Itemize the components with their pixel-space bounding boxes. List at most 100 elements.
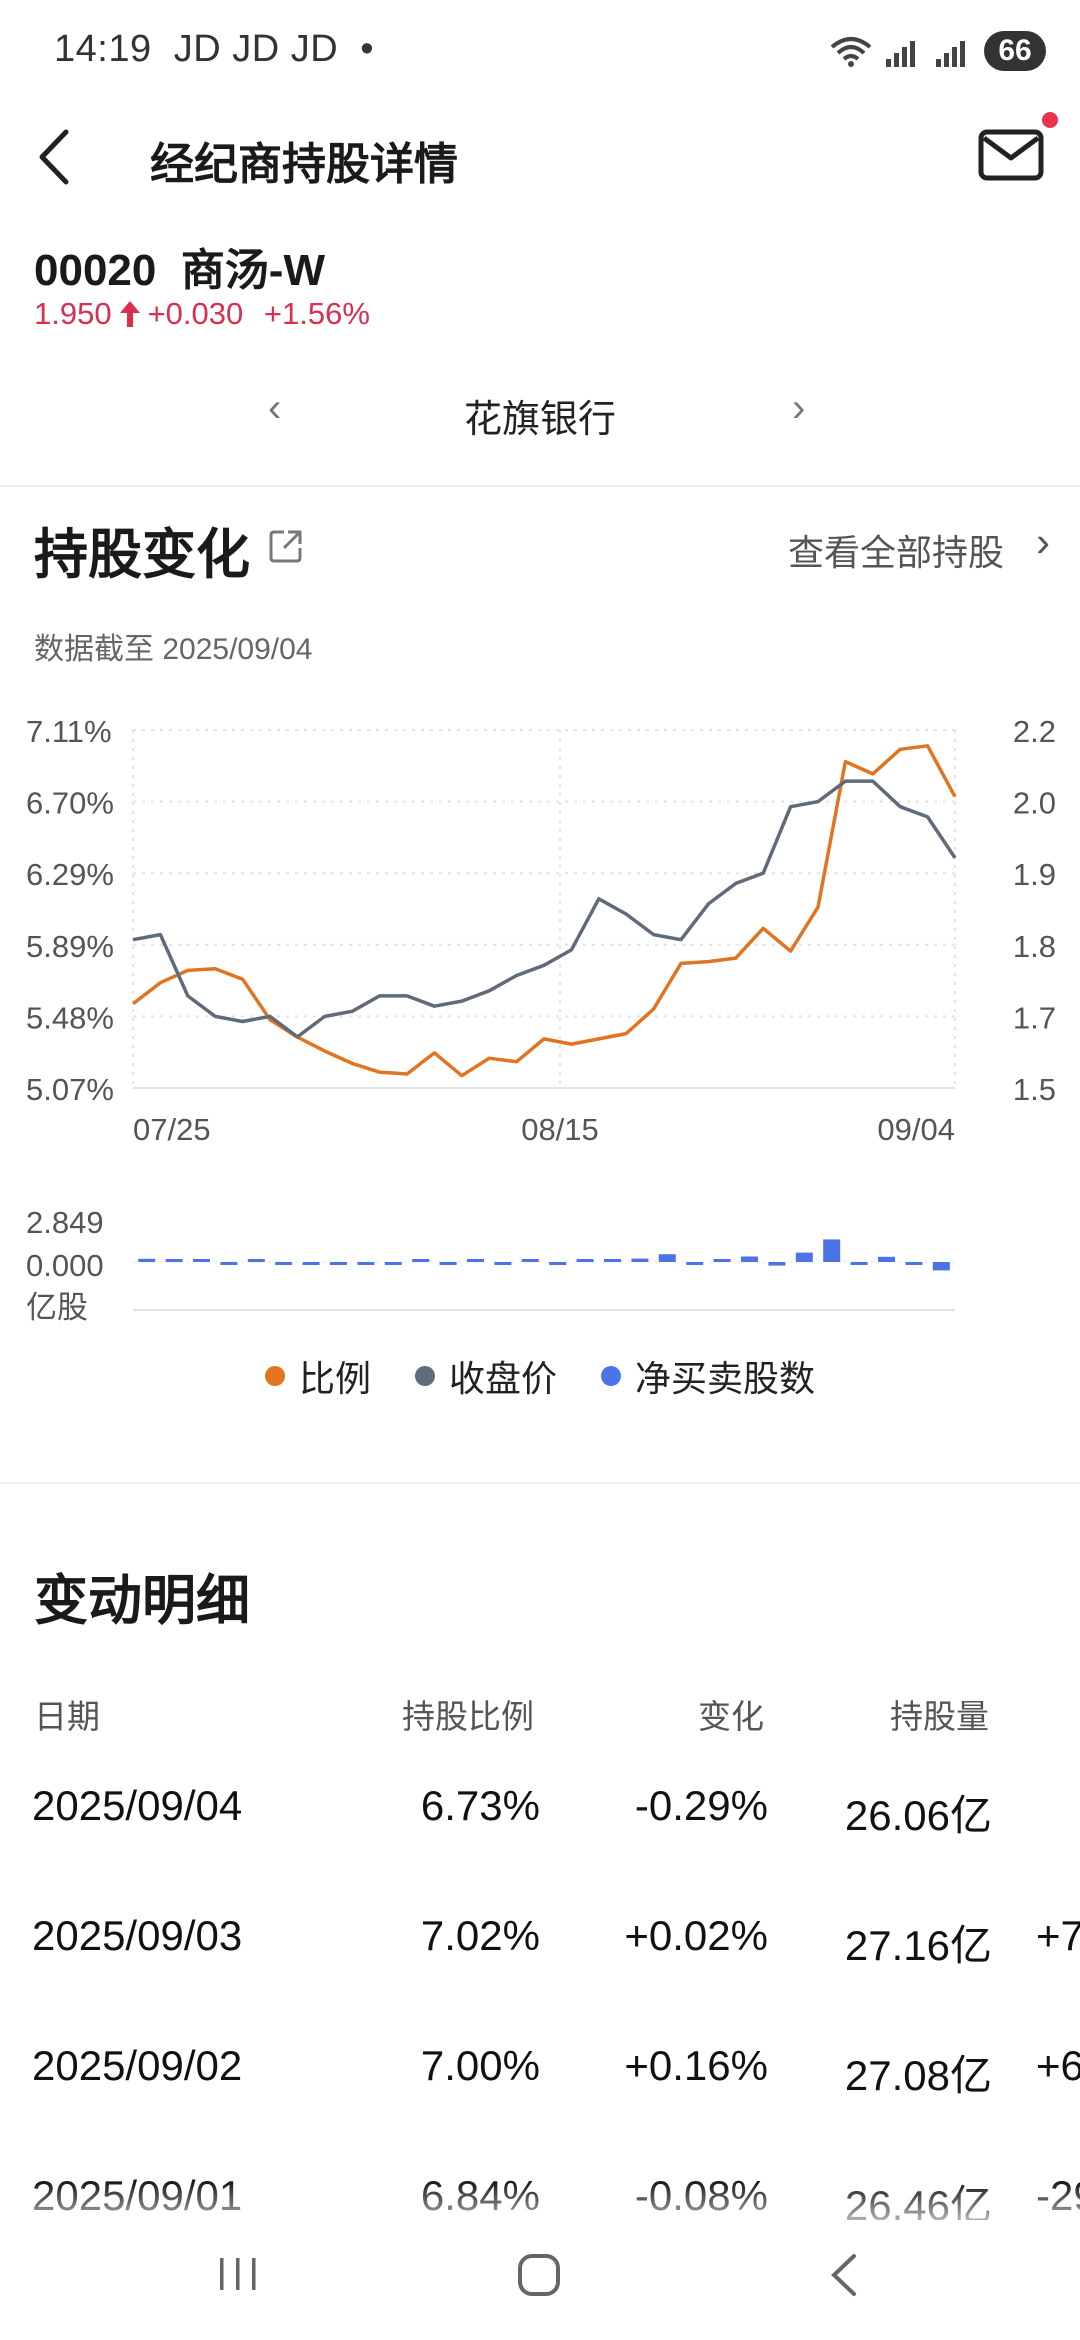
y-right-tick: 2.0 <box>1013 786 1056 821</box>
y-right-tick: 2.2 <box>1013 714 1056 749</box>
bar-y-tick: 2.849 <box>26 1205 104 1240</box>
carrier-labels: JD JD JD <box>173 28 339 70</box>
col-header-qty: 持股量 <box>890 1698 989 1735</box>
data-as-of-date: 数据截至 2025/09/04 <box>34 633 313 666</box>
legend-item[interactable]: 收盘价 <box>414 1350 557 1402</box>
y-left-tick: 7.11% <box>26 714 112 749</box>
net-trade-bar <box>932 1262 950 1271</box>
table-row[interactable]: 2025/09/03 7.02% +0.02% 27.16亿 +7 <box>0 1912 1080 2042</box>
signal-5g-icon <box>886 41 915 67</box>
y-left-tick: 5.89% <box>26 929 114 964</box>
series-line-比例 <box>131 744 957 1078</box>
cell-extra: +62 <box>1036 2042 1080 2089</box>
legend-item[interactable]: 净买卖股数 <box>601 1350 815 1402</box>
holding-chart: 7.11% 2.2 6.70% 2.0 6.29% 1.9 5.89% 1.8 5.48% 1.7… <box>26 714 1056 1325</box>
signal-5g-icon-2 <box>936 41 965 67</box>
net-trade-bar <box>713 1259 731 1262</box>
legend-dot-icon <box>414 1366 435 1386</box>
status-icons: 66 <box>828 28 1046 74</box>
status-time: 14:19 JD JD JD • <box>54 28 375 70</box>
y-left-tick: 5.48% <box>26 1000 114 1035</box>
net-trade-bar <box>795 1252 813 1262</box>
cell-extra: +7 <box>1036 1912 1080 1959</box>
bar-y-tick: 亿股 <box>26 1290 88 1325</box>
col-header-change: 变化 <box>698 1698 764 1735</box>
legend-dot-icon <box>264 1366 285 1386</box>
cell-ratio: 6.73% <box>420 1782 540 1829</box>
legend-label: 净买卖股数 <box>635 1358 816 1399</box>
legend-label: 比例 <box>298 1358 371 1399</box>
y-right-tick: 1.5 <box>1013 1072 1056 1107</box>
net-trade-bar <box>768 1262 786 1266</box>
cell-change: +0.02% <box>624 1912 768 1959</box>
chevron-right-icon[interactable]: › <box>1036 518 1050 565</box>
table-row[interactable]: 2025/09/02 7.00% +0.16% 27.08亿 +62 <box>0 2042 1080 2172</box>
battery-icon: 66 <box>984 31 1046 71</box>
net-trade-bar <box>165 1259 183 1262</box>
holding-section-title: 持股变化 <box>34 525 250 585</box>
net-trade-bar <box>302 1262 320 1265</box>
net-trade-bar <box>138 1258 156 1262</box>
cell-ratio: 7.00% <box>420 2042 540 2089</box>
up-arrow-icon <box>119 301 140 327</box>
net-trade-bar <box>604 1259 621 1262</box>
net-trade-bar <box>439 1262 457 1265</box>
cell-ratio: 7.02% <box>420 1912 540 1959</box>
recent-apps-icon[interactable] <box>216 2252 260 2296</box>
col-header-date: 日期 <box>34 1698 100 1735</box>
notification-dot <box>1042 112 1058 128</box>
prev-broker-chevron-icon[interactable]: ‹ <box>268 386 282 430</box>
wifi-icon <box>830 37 872 67</box>
table-row[interactable]: 2025/09/04 6.73% -0.29% 26.06亿 <box>0 1782 1080 1912</box>
net-trade-bar <box>275 1262 293 1265</box>
legend-item[interactable]: 比例 <box>264 1350 371 1402</box>
net-trade-bar <box>741 1256 758 1262</box>
net-trade-bar <box>686 1262 704 1265</box>
net-trade-bar <box>330 1262 347 1265</box>
system-nav-bar <box>0 2220 1080 2340</box>
nav-back-icon[interactable] <box>826 2250 862 2300</box>
net-trade-bar <box>823 1239 841 1262</box>
net-trade-bar <box>357 1262 375 1265</box>
home-icon[interactable] <box>516 2252 562 2298</box>
net-trade-bar <box>658 1254 676 1262</box>
legend-dot-icon <box>601 1366 621 1386</box>
net-trade-bar <box>247 1259 265 1262</box>
stock-code: 00020 <box>34 246 157 295</box>
stock-change-pct: +1.56% <box>263 296 370 331</box>
stock-name: 商汤-W <box>180 246 325 295</box>
cell-change: -0.29% <box>634 1782 768 1829</box>
stock-change: +0.030 <box>147 296 244 331</box>
y-left-tick: 6.29% <box>26 857 114 892</box>
bar-y-tick: 0.000 <box>26 1248 104 1283</box>
detail-section-title: 变动明细 <box>34 1571 250 1631</box>
stock-title: 00020 商汤-W <box>34 234 325 298</box>
status-dot: • <box>360 28 375 70</box>
x-tick: 07/25 <box>133 1112 211 1147</box>
share-icon[interactable] <box>266 526 306 566</box>
y-left-tick: 6.70% <box>26 786 114 821</box>
net-trade-bar <box>384 1262 402 1265</box>
net-trade-bar <box>494 1262 512 1265</box>
cell-date: 2025/09/04 <box>32 1782 243 1829</box>
x-tick: 08/15 <box>521 1112 599 1147</box>
next-broker-chevron-icon[interactable]: › <box>792 386 806 430</box>
y-left-tick: 5.07% <box>26 1072 114 1107</box>
mail-icon[interactable] <box>976 124 1046 188</box>
cell-qty: 27.16亿 <box>844 1922 992 1969</box>
cell-date: 2025/09/03 <box>32 1912 243 1959</box>
divider <box>0 485 1080 487</box>
broker-name: 花旗银行 <box>463 399 616 441</box>
chart-legend: 比例 收盘价 净买卖股数 <box>0 1350 1080 1402</box>
x-tick: 09/04 <box>877 1112 955 1147</box>
stock-price: 1.950 <box>34 296 112 331</box>
net-trade-bar <box>193 1259 210 1262</box>
series-line-收盘价 <box>132 779 957 1039</box>
net-trade-bar <box>412 1259 430 1262</box>
back-arrow-icon[interactable] <box>30 122 80 192</box>
stock-quote: 1.950 +0.030 +1.56% <box>34 296 370 332</box>
view-all-holdings-link[interactable]: 查看全部持股 <box>787 532 1004 573</box>
col-header-ratio: 持股比例 <box>402 1698 534 1735</box>
net-trade-bar <box>631 1258 649 1262</box>
cell-change: +0.16% <box>624 2042 768 2089</box>
